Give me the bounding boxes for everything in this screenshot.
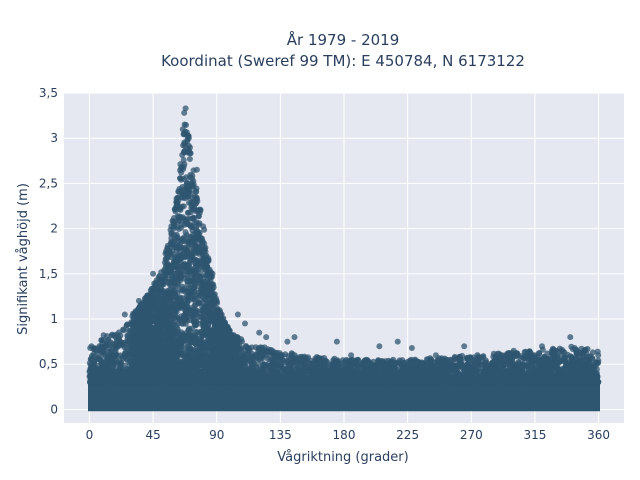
data-point xyxy=(536,350,543,357)
data-point xyxy=(261,367,268,374)
chart-subtitle: Koordinat (Sweref 99 TM): E 450784, N 61… xyxy=(161,52,525,70)
data-point xyxy=(123,322,130,329)
data-point xyxy=(255,370,262,377)
data-point xyxy=(116,373,123,380)
data-point xyxy=(584,370,590,376)
data-point xyxy=(103,342,110,349)
data-point xyxy=(259,349,266,356)
data-point xyxy=(96,343,103,350)
data-point xyxy=(98,349,105,356)
data-point xyxy=(116,360,123,367)
data-point xyxy=(375,357,382,364)
data-point xyxy=(559,357,566,363)
data-point xyxy=(355,356,362,363)
data-point xyxy=(436,359,443,366)
data-point xyxy=(180,157,187,163)
data-point xyxy=(122,366,129,373)
data-point xyxy=(117,332,124,339)
chart-title: År 1979 - 2019 xyxy=(287,30,400,49)
data-point xyxy=(310,360,317,367)
data-point xyxy=(489,365,496,372)
data-point xyxy=(517,353,524,360)
data-point xyxy=(542,355,549,362)
data-point xyxy=(568,343,575,350)
data-point xyxy=(490,353,497,360)
data-point xyxy=(554,366,561,373)
data-point xyxy=(331,360,338,367)
data-point xyxy=(315,354,322,361)
data-point xyxy=(98,362,105,368)
data-points xyxy=(86,105,602,412)
data-point xyxy=(479,359,486,366)
data-point xyxy=(569,362,576,369)
data-point xyxy=(114,343,120,350)
data-point xyxy=(411,357,418,364)
data-point xyxy=(303,372,309,379)
data-point xyxy=(88,343,95,350)
data-point xyxy=(589,356,596,363)
data-point xyxy=(193,185,200,192)
data-point xyxy=(595,357,602,364)
data-point xyxy=(492,360,499,367)
data-point xyxy=(473,371,480,378)
data-point xyxy=(564,369,571,376)
data-point xyxy=(496,370,503,377)
data-point xyxy=(254,355,261,362)
data-point xyxy=(446,372,453,379)
data-point xyxy=(498,363,505,370)
data-point xyxy=(594,348,601,355)
data-point xyxy=(489,371,496,378)
data-point xyxy=(264,362,271,369)
data-point xyxy=(443,367,450,374)
data-point xyxy=(253,364,260,371)
data-point xyxy=(360,361,367,368)
data-point xyxy=(527,365,534,372)
data-point xyxy=(509,362,516,369)
data-point xyxy=(119,341,126,348)
data-point xyxy=(321,368,328,375)
data-point xyxy=(548,371,555,378)
